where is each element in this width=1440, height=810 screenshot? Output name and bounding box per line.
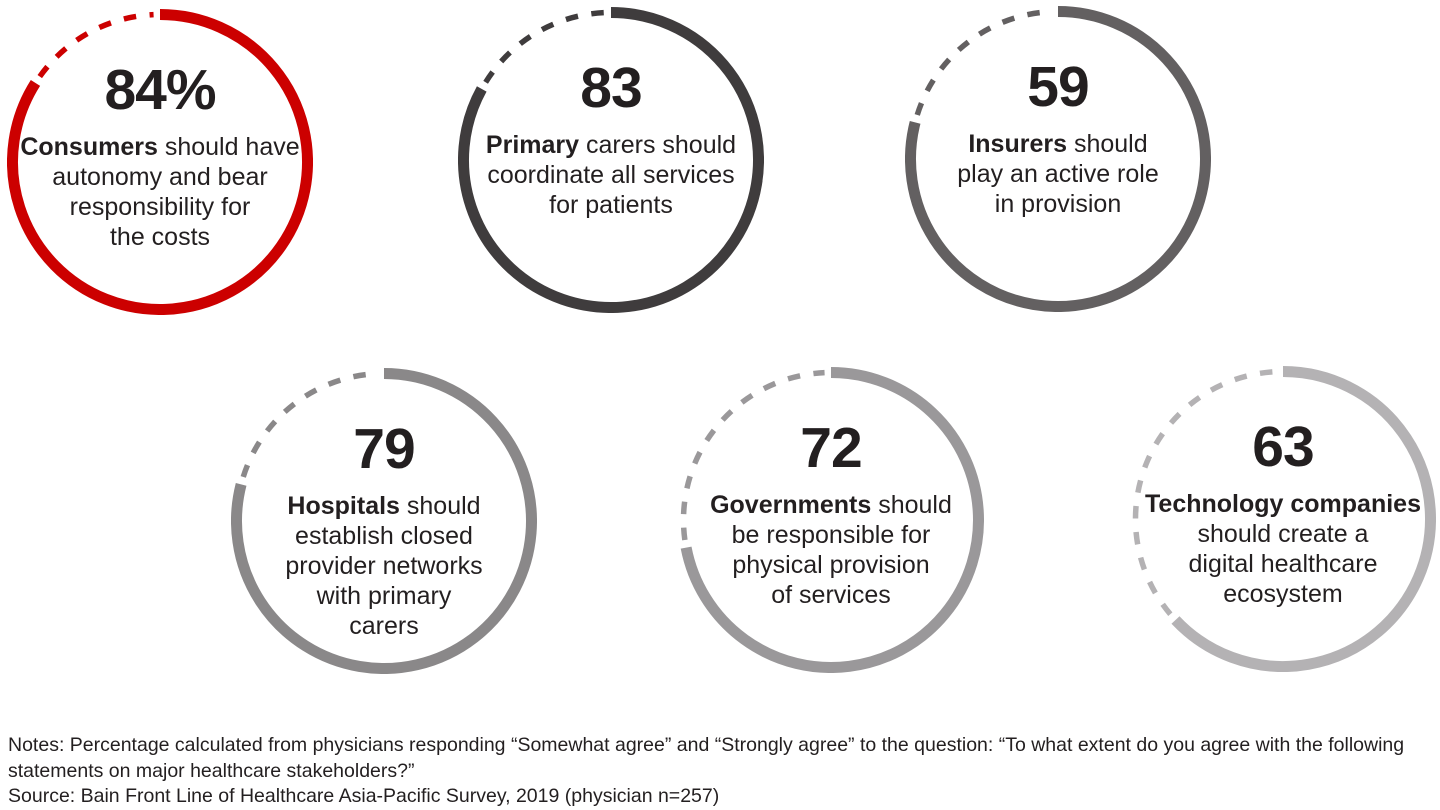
gauge-value: 59 xyxy=(1027,55,1089,119)
gauge-ring xyxy=(458,7,764,313)
gauge-description-line: for patients xyxy=(549,191,673,219)
gauge-description-line: ecosystem xyxy=(1223,580,1343,608)
gauge-description-line: of services xyxy=(771,581,891,609)
gauge-arc-solid xyxy=(7,9,313,315)
gauge-description-line: with primary xyxy=(316,582,452,610)
gauge-arc-solid xyxy=(231,368,537,674)
gauge-description-line: be responsible for xyxy=(731,521,931,549)
gauge-description: Consumers should have autonomy and bear re… xyxy=(7,132,313,252)
gauge-value: 72 xyxy=(800,416,862,480)
gauge-description-line: autonomy and bear xyxy=(52,163,268,191)
gauge-ring xyxy=(905,6,1211,312)
gauge-description-line: establish closed xyxy=(295,522,473,550)
gauge-description-line: carers xyxy=(349,612,419,640)
gauge-description-line: responsibility for xyxy=(69,193,251,221)
gauge-description-line: Hospitals should xyxy=(287,492,481,520)
gauge-ring xyxy=(680,367,984,673)
gauge-description: Insurers should play an active role in pro… xyxy=(905,129,1211,219)
gauge-technology-companies: 63 Technology companies should create a di… xyxy=(1130,366,1436,672)
gauge-description-line: play an active role xyxy=(957,160,1159,188)
gauge-description-line: coordinate all services xyxy=(487,161,735,189)
gauge-description-line: should create a xyxy=(1197,520,1369,548)
gauge-description-line: digital healthcare xyxy=(1188,550,1378,578)
gauge-description: Governments should be responsible for phys… xyxy=(678,490,984,610)
gauge-description-line: provider networks xyxy=(285,552,483,580)
chart-notes-line-2: statements on major healthcare stakehold… xyxy=(8,759,415,782)
gauge-ring xyxy=(231,368,537,674)
gauge-description: Primary carers should coordinate all serv… xyxy=(458,130,764,220)
gauge-arc-solid xyxy=(458,7,764,313)
gauge-arc-dashed xyxy=(1132,368,1277,616)
gauge-description-line: physical provision xyxy=(732,551,930,579)
chart-footer: Notes: Percentage calculated from physic… xyxy=(8,733,1438,810)
chart-source: Source: Bain Front Line of Healthcare As… xyxy=(8,785,720,807)
gauge-description-line: Consumers should have xyxy=(20,133,300,161)
gauge-consumers: 84% Consumers should have autonomy and be… xyxy=(7,9,313,315)
gauge-description-line: Primary carers should xyxy=(485,131,737,159)
gauge-description-line: the costs xyxy=(109,223,211,251)
gauge-insurers: 59 Insurers should play an active role in … xyxy=(905,6,1211,312)
gauge-description: Hospitals should establish closed provider… xyxy=(231,491,537,641)
gauge-description-line: Governments should xyxy=(710,491,952,519)
gauge-arc-dashed xyxy=(914,8,1052,116)
gauge-value: 63 xyxy=(1252,415,1314,479)
gauge-ring xyxy=(1132,366,1436,672)
gauge-description-line: Technology companies xyxy=(1145,490,1421,518)
gauge-arc-dashed xyxy=(240,370,378,478)
gauge-value: 83 xyxy=(580,56,642,120)
gauge-primary-carers: 83 Primary carers should coordinate all s… xyxy=(458,7,764,313)
gauge-value: 79 xyxy=(353,417,415,481)
gauge-arc-solid xyxy=(905,6,1211,312)
gauge-arc-dashed xyxy=(680,369,825,541)
gauge-description: Technology companies should create a digit… xyxy=(1130,489,1436,609)
gauge-value: 84% xyxy=(104,58,216,122)
gauge-description-line: in provision xyxy=(994,190,1122,218)
gauge-ring xyxy=(7,9,313,315)
gauge-governments: 72 Governments should be responsible for p… xyxy=(678,367,984,673)
chart-notes-line-1: Notes: Percentage calculated from physic… xyxy=(8,734,1405,756)
gauge-arc-solid xyxy=(1171,366,1436,672)
gauge-arc-solid xyxy=(680,367,984,673)
gauge-hospitals: 79 Hospitals should establish closed provi… xyxy=(231,368,537,674)
gauge-description-line: Insurers should xyxy=(968,130,1148,158)
